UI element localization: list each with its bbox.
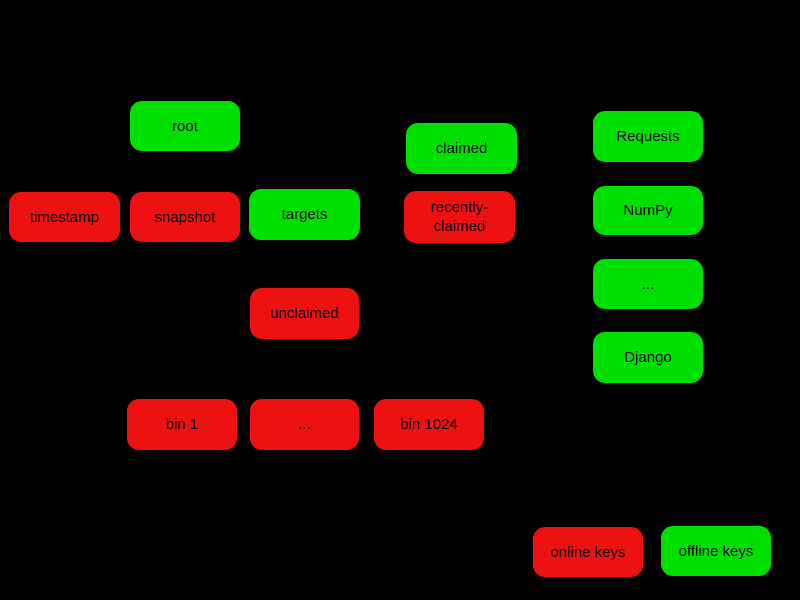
node-label-projects-ellipsis: ... [641,275,655,293]
node-recently-claimed: recently- claimed [404,191,515,243]
node-django: Django [593,332,703,383]
node-label-targets: targets [281,206,328,223]
node-label-root: root [172,117,198,135]
node-requests: Requests [593,111,703,162]
node-targets: targets [249,189,360,240]
node-label-bins-ellipsis: ... [298,416,311,433]
legend-label-online-keys: online keys [550,543,626,561]
node-label-unclaimed: unclaimed [270,305,339,322]
node-label-bin-1024: bin 1024 [400,416,458,433]
legend-online-keys: online keys [533,527,643,577]
node-projects-ellipsis: ... [593,259,703,309]
node-label-recently-claimed: recently- claimed [430,199,489,235]
node-bin-1: bin 1 [127,399,237,450]
node-label-bin-1: bin 1 [165,416,199,433]
node-numpy: NumPy [593,186,703,235]
node-snapshot: snapshot [130,192,240,242]
node-bin-1024: bin 1024 [374,399,484,450]
node-claimed: claimed [406,123,517,174]
node-bins-ellipsis: ... [250,399,359,450]
legend-offline-keys: offline keys [661,526,771,576]
node-unclaimed: unclaimed [250,288,359,339]
node-timestamp: timestamp [9,192,120,242]
node-label-timestamp: timestamp [29,208,100,226]
node-label-claimed: claimed [435,140,488,157]
node-root: root [130,101,240,151]
node-label-snapshot: snapshot [154,208,216,226]
node-label-django: Django [624,349,672,366]
node-label-numpy: NumPy [623,202,673,219]
node-label-requests: Requests [616,128,680,145]
legend-label-offline-keys: offline keys [678,542,754,560]
